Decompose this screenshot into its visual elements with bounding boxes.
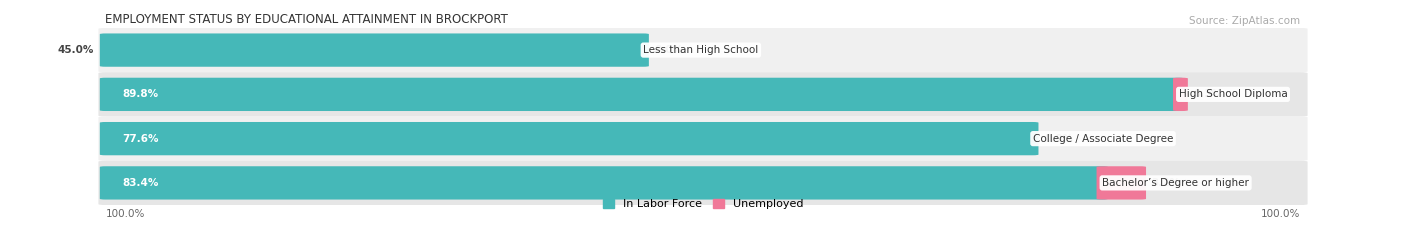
FancyBboxPatch shape [1097, 166, 1146, 199]
Legend: In Labor Force, Unemployed: In Labor Force, Unemployed [598, 194, 808, 214]
Text: 77.6%: 77.6% [122, 134, 159, 144]
Text: 100.0%: 100.0% [105, 209, 145, 219]
FancyBboxPatch shape [98, 72, 1308, 116]
Text: College / Associate Degree: College / Associate Degree [1033, 134, 1173, 144]
Text: 3.2%: 3.2% [1152, 178, 1181, 188]
Text: Bachelor’s Degree or higher: Bachelor’s Degree or higher [1102, 178, 1249, 188]
Text: High School Diploma: High School Diploma [1178, 89, 1288, 99]
FancyBboxPatch shape [98, 161, 1308, 205]
Text: 0.0%: 0.0% [1045, 134, 1073, 144]
FancyBboxPatch shape [100, 34, 650, 67]
Text: Source: ZipAtlas.com: Source: ZipAtlas.com [1189, 16, 1301, 26]
Text: 89.8%: 89.8% [122, 89, 159, 99]
FancyBboxPatch shape [100, 166, 1108, 199]
Text: 100.0%: 100.0% [1261, 209, 1301, 219]
FancyBboxPatch shape [98, 28, 1308, 72]
Text: 83.4%: 83.4% [122, 178, 159, 188]
FancyBboxPatch shape [100, 122, 1039, 155]
Text: Less than High School: Less than High School [644, 45, 758, 55]
FancyBboxPatch shape [98, 116, 1308, 161]
FancyBboxPatch shape [1173, 78, 1188, 111]
FancyBboxPatch shape [100, 78, 1184, 111]
Text: EMPLOYMENT STATUS BY EDUCATIONAL ATTAINMENT IN BROCKPORT: EMPLOYMENT STATUS BY EDUCATIONAL ATTAINM… [105, 13, 509, 26]
Text: 0.3%: 0.3% [1194, 89, 1222, 99]
Text: 45.0%: 45.0% [58, 45, 94, 55]
Text: 0.0%: 0.0% [655, 45, 683, 55]
